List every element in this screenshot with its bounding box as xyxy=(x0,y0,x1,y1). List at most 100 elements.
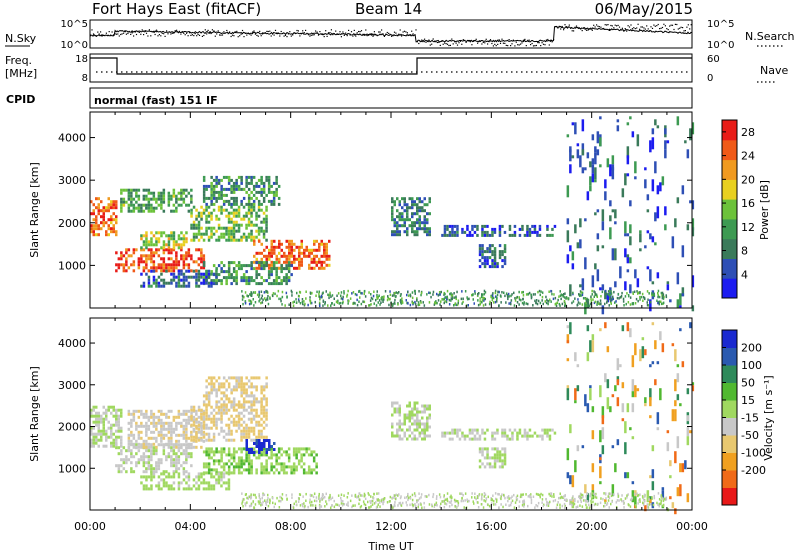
power-cell xyxy=(398,291,400,294)
power-cell xyxy=(310,301,313,305)
velocity-cell xyxy=(466,434,469,438)
velocity-cell xyxy=(165,415,168,419)
velocity-cell xyxy=(120,414,123,418)
power-cell xyxy=(225,238,228,242)
power-colorbar-segment xyxy=(722,120,737,141)
power-cell xyxy=(257,205,261,209)
velocity-cell xyxy=(92,420,95,424)
velocity-cell xyxy=(222,429,226,433)
power-cell xyxy=(327,293,329,296)
power-cell xyxy=(245,223,248,227)
power-cell xyxy=(207,269,211,273)
power-cell xyxy=(235,214,238,218)
power-cell xyxy=(407,290,409,294)
velocity-cell xyxy=(262,492,264,495)
power-cell xyxy=(217,279,221,283)
power-cell xyxy=(192,269,196,273)
velocity-cell xyxy=(450,501,452,504)
power-cell xyxy=(295,245,298,249)
velocity-cell xyxy=(152,436,156,440)
power-cell xyxy=(152,275,156,279)
velocity-cell xyxy=(140,412,143,416)
power-cell xyxy=(150,284,153,288)
power-cell xyxy=(215,272,218,276)
velocity-cell xyxy=(661,490,665,500)
velocity-cell xyxy=(127,409,131,413)
velocity-cell xyxy=(240,391,243,395)
power-cell xyxy=(377,295,379,299)
power-cell xyxy=(313,260,316,264)
velocity-cell xyxy=(160,436,163,440)
velocity-cell xyxy=(230,414,233,418)
power-cell xyxy=(100,221,103,225)
velocity-cell xyxy=(227,478,231,482)
velocity-cell xyxy=(230,453,233,457)
velocity-cell xyxy=(260,403,263,407)
velocity-cell xyxy=(413,401,416,405)
colorbar-tick-label: 8 xyxy=(741,245,748,258)
power-cell xyxy=(267,282,271,286)
power-cell xyxy=(235,220,238,224)
power-cell xyxy=(423,224,426,228)
velocity-cell xyxy=(603,492,605,495)
velocity-cell xyxy=(665,497,668,501)
power-cell xyxy=(629,296,632,299)
velocity-cell xyxy=(399,496,402,500)
power-cell xyxy=(195,284,198,288)
velocity-cell xyxy=(686,415,690,422)
velocity-cell xyxy=(329,495,331,499)
velocity-cell xyxy=(145,449,148,453)
power-cell xyxy=(177,243,181,247)
power-cell xyxy=(247,223,251,227)
power-cell xyxy=(569,164,572,174)
power-cell xyxy=(396,224,399,228)
velocity-cell xyxy=(245,426,248,430)
power-cell xyxy=(262,279,266,283)
power-cell xyxy=(268,257,271,261)
velocity-cell xyxy=(145,421,148,425)
power-cell xyxy=(493,250,497,254)
velocity-cell xyxy=(641,346,645,359)
velocity-cell xyxy=(396,431,399,435)
y-tick-label: 4000 xyxy=(58,132,86,145)
power-cell xyxy=(656,272,660,279)
velocity-cell xyxy=(200,436,203,440)
power-cell xyxy=(145,234,148,238)
velocity-cell xyxy=(421,422,424,426)
power-cell xyxy=(265,175,268,179)
velocity-cell xyxy=(541,434,544,438)
velocity-cell xyxy=(518,431,522,435)
power-cell xyxy=(273,251,276,255)
power-cell xyxy=(584,257,587,270)
velocity-cell xyxy=(493,431,497,435)
power-cell xyxy=(185,275,188,279)
nsearch-point xyxy=(313,34,315,36)
power-cell xyxy=(597,300,599,304)
velocity-cell xyxy=(252,493,255,497)
nsearch-point xyxy=(176,29,178,31)
nsearch-point xyxy=(287,33,289,35)
power-cell xyxy=(232,202,236,206)
velocity-cell xyxy=(312,450,316,454)
power-cell xyxy=(157,275,161,279)
power-cell xyxy=(172,263,176,267)
power-cell xyxy=(544,300,546,303)
power-cell xyxy=(240,238,243,242)
velocity-cell xyxy=(265,408,268,412)
power-cell xyxy=(371,297,374,301)
velocity-cell xyxy=(210,379,213,383)
velocity-cell xyxy=(250,385,253,389)
power-cell xyxy=(155,243,158,247)
power-cell xyxy=(265,261,268,265)
power-cell xyxy=(205,226,208,230)
velocity-cell xyxy=(627,493,629,496)
power-cell xyxy=(210,175,213,179)
velocity-cell xyxy=(423,404,426,408)
velocity-cell xyxy=(157,415,161,419)
power-cell xyxy=(110,230,113,234)
nsearch-point xyxy=(214,35,216,37)
velocity-cell xyxy=(408,401,411,405)
power-cell xyxy=(484,291,487,294)
power-cell xyxy=(532,293,535,296)
power-cell xyxy=(92,230,95,234)
